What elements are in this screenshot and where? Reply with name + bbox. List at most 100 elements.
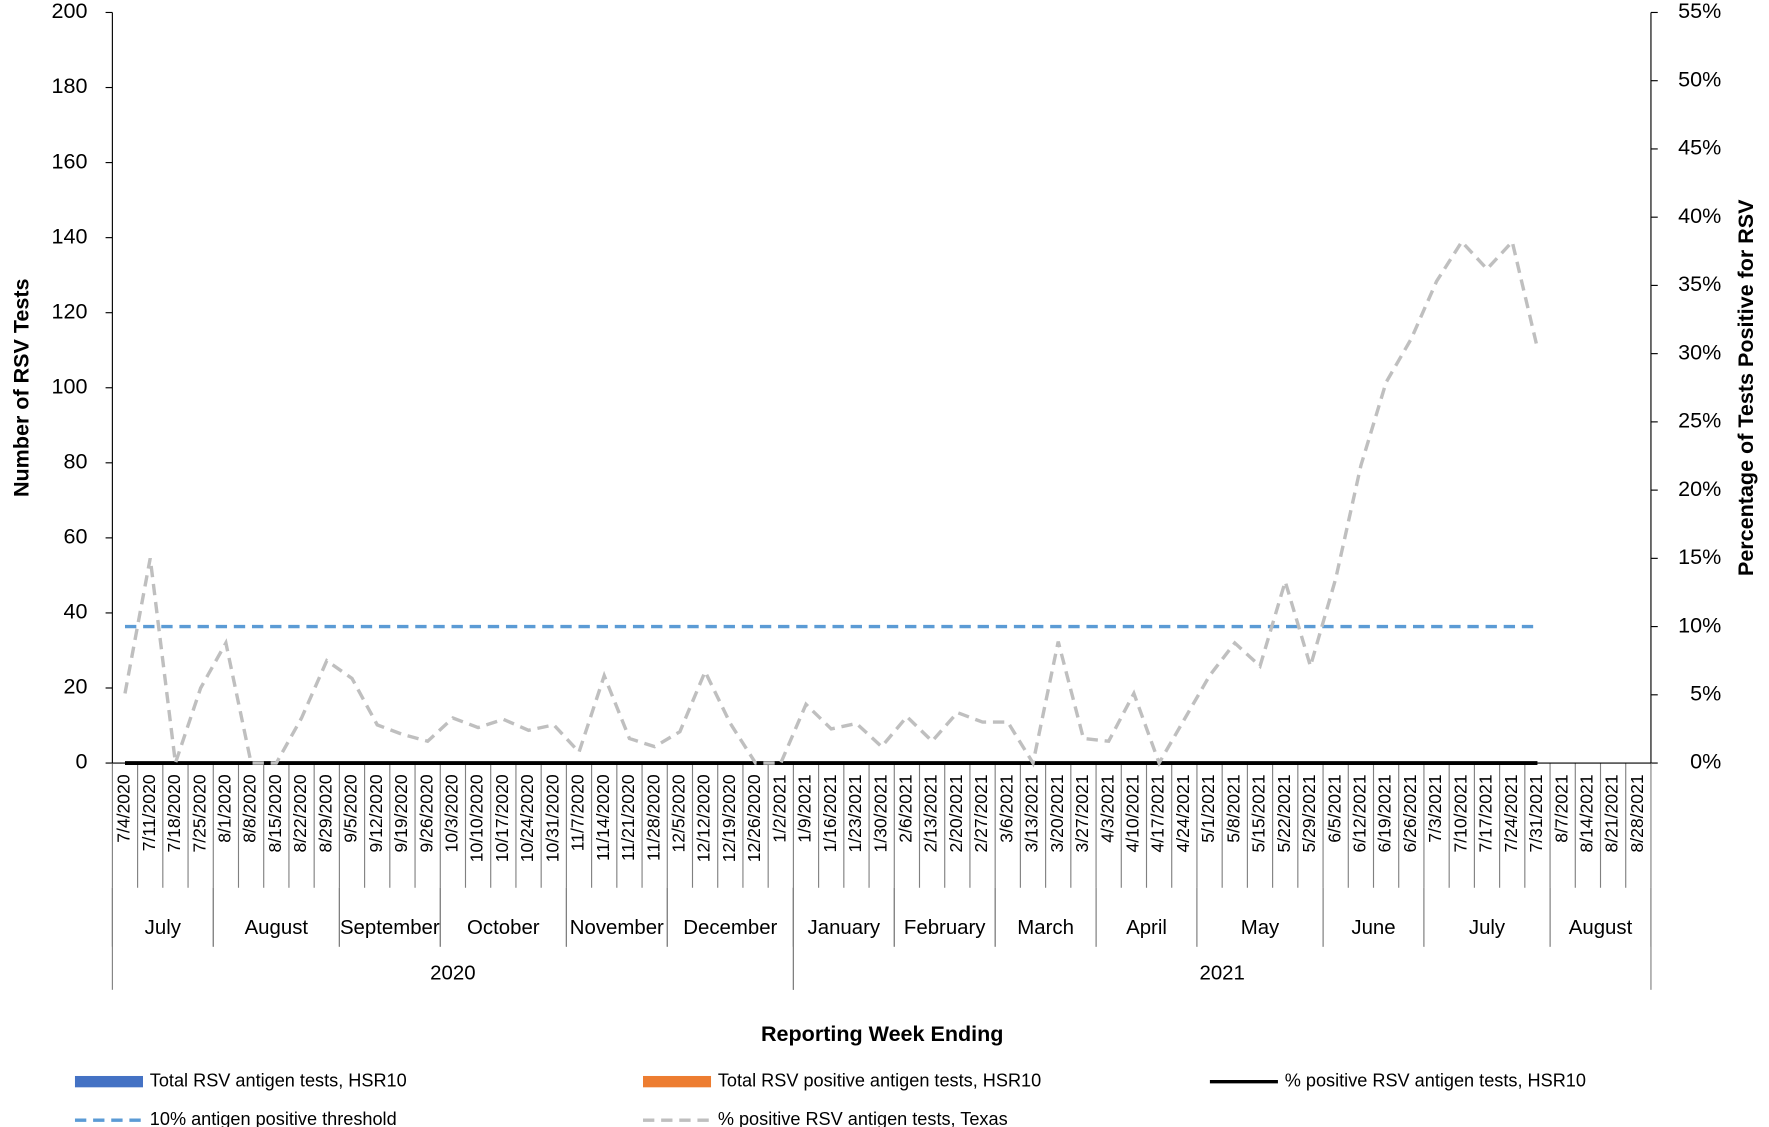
month-label: January <box>808 917 881 939</box>
x-tick-label: 10/17/2020 <box>492 774 512 862</box>
legend-label: 10% antigen positive threshold <box>150 1109 397 1127</box>
x-tick-label: 3/27/2021 <box>1072 774 1092 852</box>
x-tick-label: 3/6/2021 <box>996 774 1016 842</box>
month-label: August <box>245 917 309 939</box>
x-tick-label: 8/1/2020 <box>215 774 235 843</box>
x-tick-label: 4/17/2021 <box>1148 774 1168 852</box>
y-tick-label: 200 <box>51 0 87 23</box>
x-tick-label: 10/10/2020 <box>467 774 487 862</box>
legend-label: % positive RSV antigen tests, Texas <box>718 1109 1008 1127</box>
year-label: 2021 <box>1199 962 1244 984</box>
month-label: July <box>1469 917 1506 939</box>
x-tick-label: 6/26/2021 <box>1400 774 1420 852</box>
month-label: September <box>340 917 440 939</box>
x-tick-label: 8/7/2021 <box>1551 774 1571 842</box>
y-tick-label: 60 <box>63 525 87 549</box>
x-tick-label: 5/1/2021 <box>1198 774 1218 842</box>
y-tick-label: 0 <box>75 750 87 774</box>
x-tick-label: 7/4/2020 <box>114 774 134 843</box>
legend-swatch <box>74 1075 143 1088</box>
x-tick-label: 9/12/2020 <box>366 774 386 852</box>
x-tick-label: 8/28/2021 <box>1627 774 1647 852</box>
month-label: November <box>570 917 664 939</box>
x-tick-label: 1/2/2021 <box>769 774 789 842</box>
x-tick-label: 9/26/2020 <box>416 774 436 852</box>
x-tick-label: 8/21/2021 <box>1602 774 1622 852</box>
x-tick-label: 1/9/2021 <box>795 774 815 842</box>
x-tick-label: 1/30/2021 <box>870 774 890 852</box>
x-tick-label: 5/22/2021 <box>1274 774 1294 852</box>
y2-tick-label: 0% <box>1690 750 1721 774</box>
x-tick-label: 5/29/2021 <box>1299 774 1319 852</box>
x-tick-label: 2/20/2021 <box>946 774 966 852</box>
x-tick-label: 7/3/2021 <box>1425 774 1445 842</box>
x-tick-label: 11/21/2020 <box>618 774 638 861</box>
legend-label: Total RSV antigen tests, HSR10 <box>150 1070 407 1090</box>
x-tick-label: 2/27/2021 <box>971 774 991 852</box>
y2-tick-label: 55% <box>1678 0 1721 23</box>
x-tick-label: 1/16/2021 <box>820 774 840 852</box>
line <box>123 238 1540 768</box>
y-tick-label: 40 <box>63 600 87 624</box>
x-tick-label: 1/23/2021 <box>845 774 865 852</box>
y2-tick-label: 50% <box>1678 67 1721 91</box>
x-tick-label: 10/31/2020 <box>542 774 562 862</box>
y2-tick-label: 30% <box>1678 340 1721 364</box>
month-label: October <box>467 917 540 939</box>
x-tick-label: 4/24/2021 <box>1173 774 1193 852</box>
x-tick-label: 3/20/2021 <box>1047 774 1067 852</box>
x-tick-label: 8/22/2020 <box>290 774 310 852</box>
x-tick-label: 3/13/2021 <box>1022 774 1042 852</box>
y2-tick-label: 40% <box>1678 204 1721 228</box>
x-tick-label: 9/19/2020 <box>391 774 411 852</box>
x-tick-label: 8/14/2021 <box>1577 774 1597 852</box>
x-tick-label: 2/6/2021 <box>896 774 916 842</box>
y-tick-label: 140 <box>51 224 87 248</box>
legend-swatch <box>643 1075 712 1088</box>
x-tick-label: 4/10/2021 <box>1123 774 1143 852</box>
x-tick-label: 9/5/2020 <box>341 774 361 843</box>
y2-tick-label: 20% <box>1678 477 1721 501</box>
month-label: February <box>904 917 986 939</box>
y2-tick-label: 15% <box>1678 545 1721 569</box>
x-tick-label: 10/3/2020 <box>442 774 462 852</box>
year-label: 2020 <box>430 962 475 984</box>
x-tick-label: 6/19/2021 <box>1375 774 1395 852</box>
y2-tick-label: 5% <box>1690 682 1721 706</box>
y-tick-label: 80 <box>63 450 87 474</box>
x-tick-label: 5/15/2021 <box>1249 774 1269 852</box>
y2-tick-label: 45% <box>1678 136 1721 160</box>
x-tick-label: 4/3/2021 <box>1097 774 1117 842</box>
y-axis-label: Number of RSV Tests <box>9 278 33 497</box>
y2-tick-label: 25% <box>1678 409 1721 433</box>
x-tick-label: 7/17/2021 <box>1476 774 1496 852</box>
y-tick-label: 20 <box>63 675 87 699</box>
y2-tick-label: 10% <box>1678 613 1721 637</box>
x-tick-label: 5/8/2021 <box>1223 774 1243 842</box>
x-tick-label: 11/7/2020 <box>568 774 588 851</box>
x-tick-label: 7/24/2021 <box>1501 774 1521 852</box>
x-tick-label: 11/14/2020 <box>593 774 613 861</box>
y-tick-label: 120 <box>51 299 87 323</box>
x-tick-label: 12/26/2020 <box>744 774 764 862</box>
month-label: July <box>145 917 182 939</box>
x-tick-label: 7/31/2021 <box>1526 774 1546 852</box>
y-tick-label: 180 <box>51 74 87 98</box>
x-tick-label: 6/12/2021 <box>1350 774 1370 852</box>
month-label: June <box>1351 917 1395 939</box>
x-tick-label: 12/19/2020 <box>719 774 739 862</box>
x-tick-label: 8/15/2020 <box>265 774 285 852</box>
y2-axis-label: Percentage of Tests Positive for RSV <box>1734 199 1758 576</box>
y-tick-label: 100 <box>51 374 87 398</box>
x-tick-label: 2/13/2021 <box>921 774 941 852</box>
x-tick-label: 6/5/2021 <box>1324 774 1344 842</box>
month-label: May <box>1241 917 1280 939</box>
x-tick-label: 8/8/2020 <box>240 774 260 843</box>
legend-label: Total RSV positive antigen tests, HSR10 <box>718 1070 1041 1090</box>
x-axis-label: Reporting Week Ending <box>761 1022 1003 1046</box>
legend-label: % positive RSV antigen tests, HSR10 <box>1285 1070 1586 1090</box>
x-tick-label: 12/5/2020 <box>669 774 689 852</box>
month-label: March <box>1017 917 1074 939</box>
x-tick-label: 7/18/2020 <box>164 774 184 852</box>
